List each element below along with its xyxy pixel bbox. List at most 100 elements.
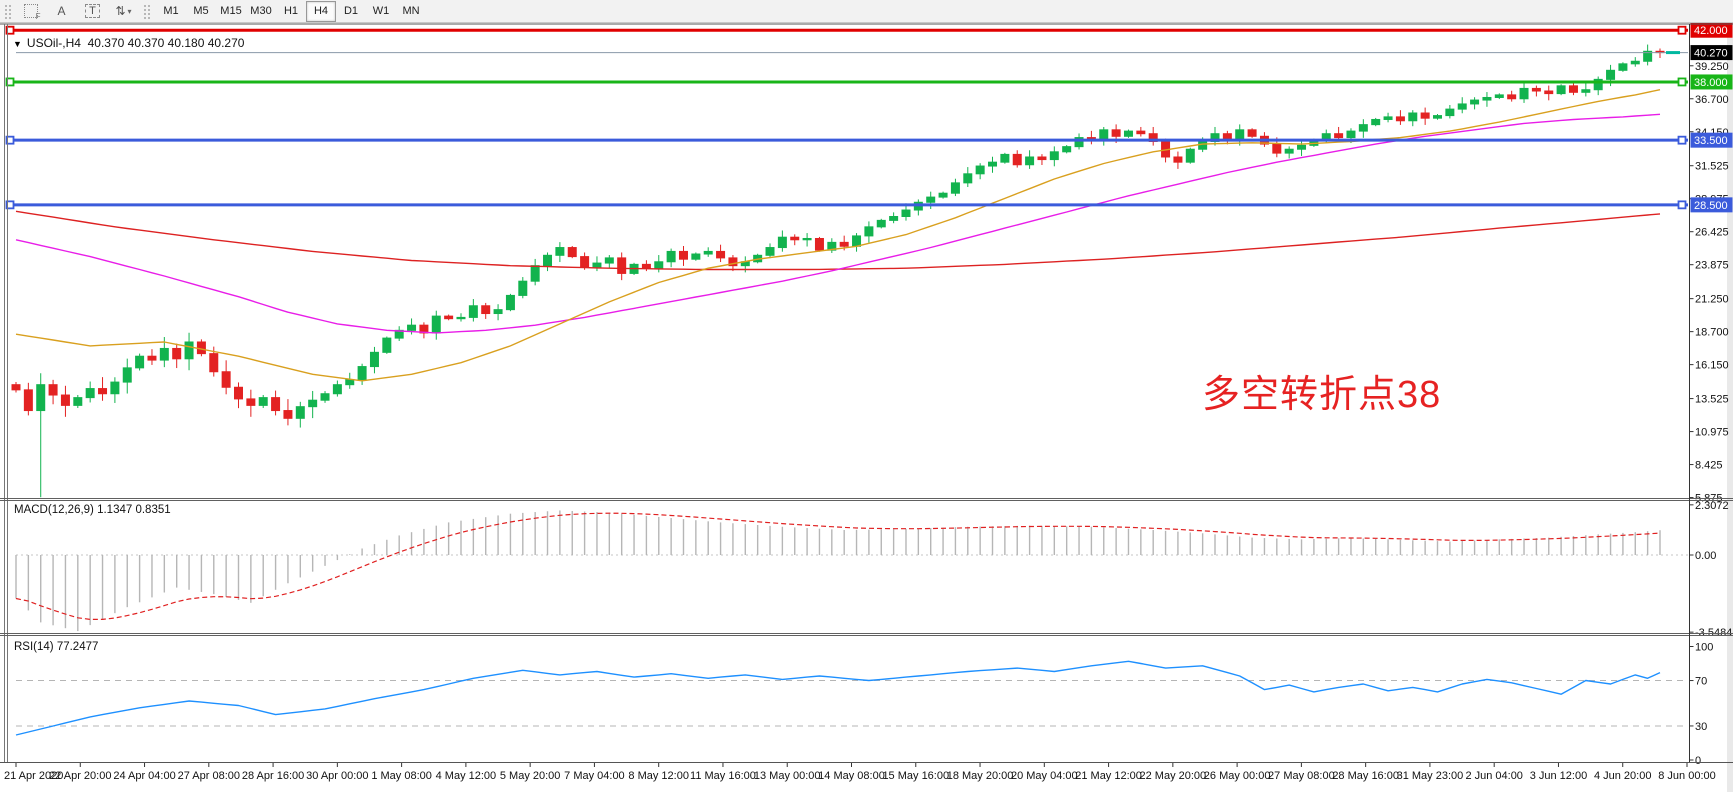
- candle-body: [1136, 130, 1146, 135]
- timeframe-button-w1[interactable]: W1: [372, 5, 390, 17]
- candle-body: [1544, 90, 1554, 95]
- macd-tick-label: 2.3072: [1695, 500, 1729, 512]
- symbol-dropdown-icon[interactable]: ▼: [13, 39, 22, 49]
- candle-body: [1123, 130, 1133, 137]
- candle-body: [1371, 118, 1381, 126]
- candle-body: [135, 355, 145, 369]
- candle-body: [1618, 63, 1628, 71]
- price-level-line-42.000[interactable]: [5, 25, 1689, 35]
- chart-svg[interactable]: 39.25036.70034.15031.52528.97526.42523.8…: [0, 23, 1733, 792]
- timeframe-button-m15[interactable]: M15: [220, 5, 242, 17]
- time-tick-label: 15 May 16:00: [882, 770, 949, 782]
- ask-marker: [1666, 51, 1680, 55]
- candle-body: [122, 367, 132, 383]
- time-tick-label: 22 May 20:00: [1140, 770, 1207, 782]
- timeframe-button-d1[interactable]: D1: [343, 5, 359, 17]
- timeframe-button-h4[interactable]: H4: [306, 0, 336, 22]
- badge-rect: [1690, 45, 1733, 61]
- level-handle: [1677, 200, 1687, 210]
- candle-body: [1630, 60, 1640, 65]
- level-handle: [5, 200, 15, 210]
- grid-icon: F: [23, 4, 41, 21]
- candle-body: [481, 305, 491, 315]
- candle-body: [172, 347, 182, 360]
- macd-tick-label: 0.00: [1695, 550, 1716, 562]
- cycle-arrows-button[interactable]: ⇅ ▾: [108, 0, 139, 22]
- candle-body: [592, 262, 602, 268]
- chart-title: ▼ USOil-,H4 40.370 40.370 40.180 40.270: [13, 36, 244, 50]
- candle-body: [876, 219, 886, 228]
- price-level-line-33.500[interactable]: [5, 135, 1689, 145]
- candle-body: [493, 309, 503, 315]
- time-tick-label: 31 May 23:00: [1397, 770, 1464, 782]
- time-tick-label: 8 Jun 00:00: [1658, 770, 1716, 782]
- candle-body: [641, 263, 651, 269]
- chevron-down-icon: ▾: [127, 6, 132, 16]
- candle-body: [1037, 156, 1047, 161]
- level-handle: [1677, 25, 1687, 35]
- candle-body: [1593, 78, 1603, 91]
- time-tick-label: 27 Apr 08:00: [178, 770, 240, 782]
- price-level-line-28.500[interactable]: [5, 200, 1689, 210]
- level-handle: [1677, 77, 1687, 87]
- price-badge-33.500: 33.500: [1690, 132, 1733, 148]
- candle-body: [1185, 148, 1195, 163]
- candle-body: [1272, 143, 1282, 154]
- candle-body: [988, 161, 998, 167]
- time-tick-label: 2 Jun 04:00: [1465, 770, 1523, 782]
- rsi-tick-label: 70: [1695, 676, 1707, 688]
- badge-rect: [1690, 74, 1733, 90]
- candle-body: [555, 247, 565, 256]
- mid-ma-line: [15, 113, 1661, 334]
- candle-body: [1346, 130, 1356, 139]
- drawing-tools-group: F A T ⇅ ▾: [15, 0, 139, 22]
- candle-body: [1556, 85, 1566, 95]
- candle-body: [159, 347, 169, 361]
- candle-body: [1507, 94, 1517, 100]
- price-level-line-38.000[interactable]: [5, 77, 1689, 87]
- badge-rect: [1690, 132, 1733, 148]
- candle-body: [48, 384, 58, 396]
- candle-body: [1012, 153, 1022, 166]
- candle-body: [963, 173, 973, 184]
- candle-body: [839, 241, 849, 247]
- candle-body: [320, 393, 330, 401]
- timeframe-button-m1[interactable]: M1: [163, 5, 179, 17]
- candle-body: [246, 398, 256, 406]
- chinese-annotation-text[interactable]: 多空转折点38: [1202, 374, 1442, 416]
- timeframe-button-h1[interactable]: H1: [283, 5, 299, 17]
- time-tick-label: 20 May 04:00: [1011, 770, 1078, 782]
- timeframe-button-m30[interactable]: M30: [250, 5, 272, 17]
- badge-rect: [1690, 197, 1733, 213]
- candle-body: [765, 247, 775, 256]
- timeframe-toolbar-drag-handle[interactable]: [143, 3, 150, 19]
- chart-canvas[interactable]: 39.25036.70034.15031.52528.97526.42523.8…: [0, 23, 1733, 792]
- timeframe-button-mn[interactable]: MN: [402, 5, 420, 17]
- timeframe-button-m5[interactable]: M5: [193, 5, 209, 17]
- time-tick-label: 5 May 20:00: [500, 770, 561, 782]
- time-tick-label: 14 May 08:00: [818, 770, 885, 782]
- price-tick-label: 39.250: [1695, 61, 1729, 73]
- price-badge-28.500: 28.500: [1690, 197, 1733, 213]
- candle-body: [666, 250, 676, 263]
- cursor-arrow-button[interactable]: A: [46, 0, 77, 22]
- candle-body: [147, 355, 157, 361]
- rsi-line: [15, 660, 1661, 736]
- right-edge-gutter: [1727, 23, 1733, 792]
- candle-body: [1247, 129, 1257, 137]
- text-label-button[interactable]: T: [77, 0, 108, 22]
- candle-body: [1420, 112, 1430, 119]
- candle-body: [691, 253, 701, 260]
- candle-body: [196, 341, 206, 355]
- templates-grid-button[interactable]: F: [15, 0, 46, 22]
- toolbar-drag-handle[interactable]: [4, 3, 11, 19]
- candle-body: [1383, 116, 1393, 120]
- candle-body: [654, 261, 664, 269]
- candle-body: [345, 379, 355, 386]
- time-tick-label: 21 Apr 2020: [4, 770, 63, 782]
- candle-body: [431, 315, 441, 334]
- macd-indicator-label: MACD(12,26,9) 1.1347 0.8351: [14, 504, 171, 516]
- price-badge-40.270: 40.270: [1690, 45, 1733, 61]
- time-tick-label: 4 Jun 20:00: [1594, 770, 1652, 782]
- candle-body: [1433, 115, 1443, 119]
